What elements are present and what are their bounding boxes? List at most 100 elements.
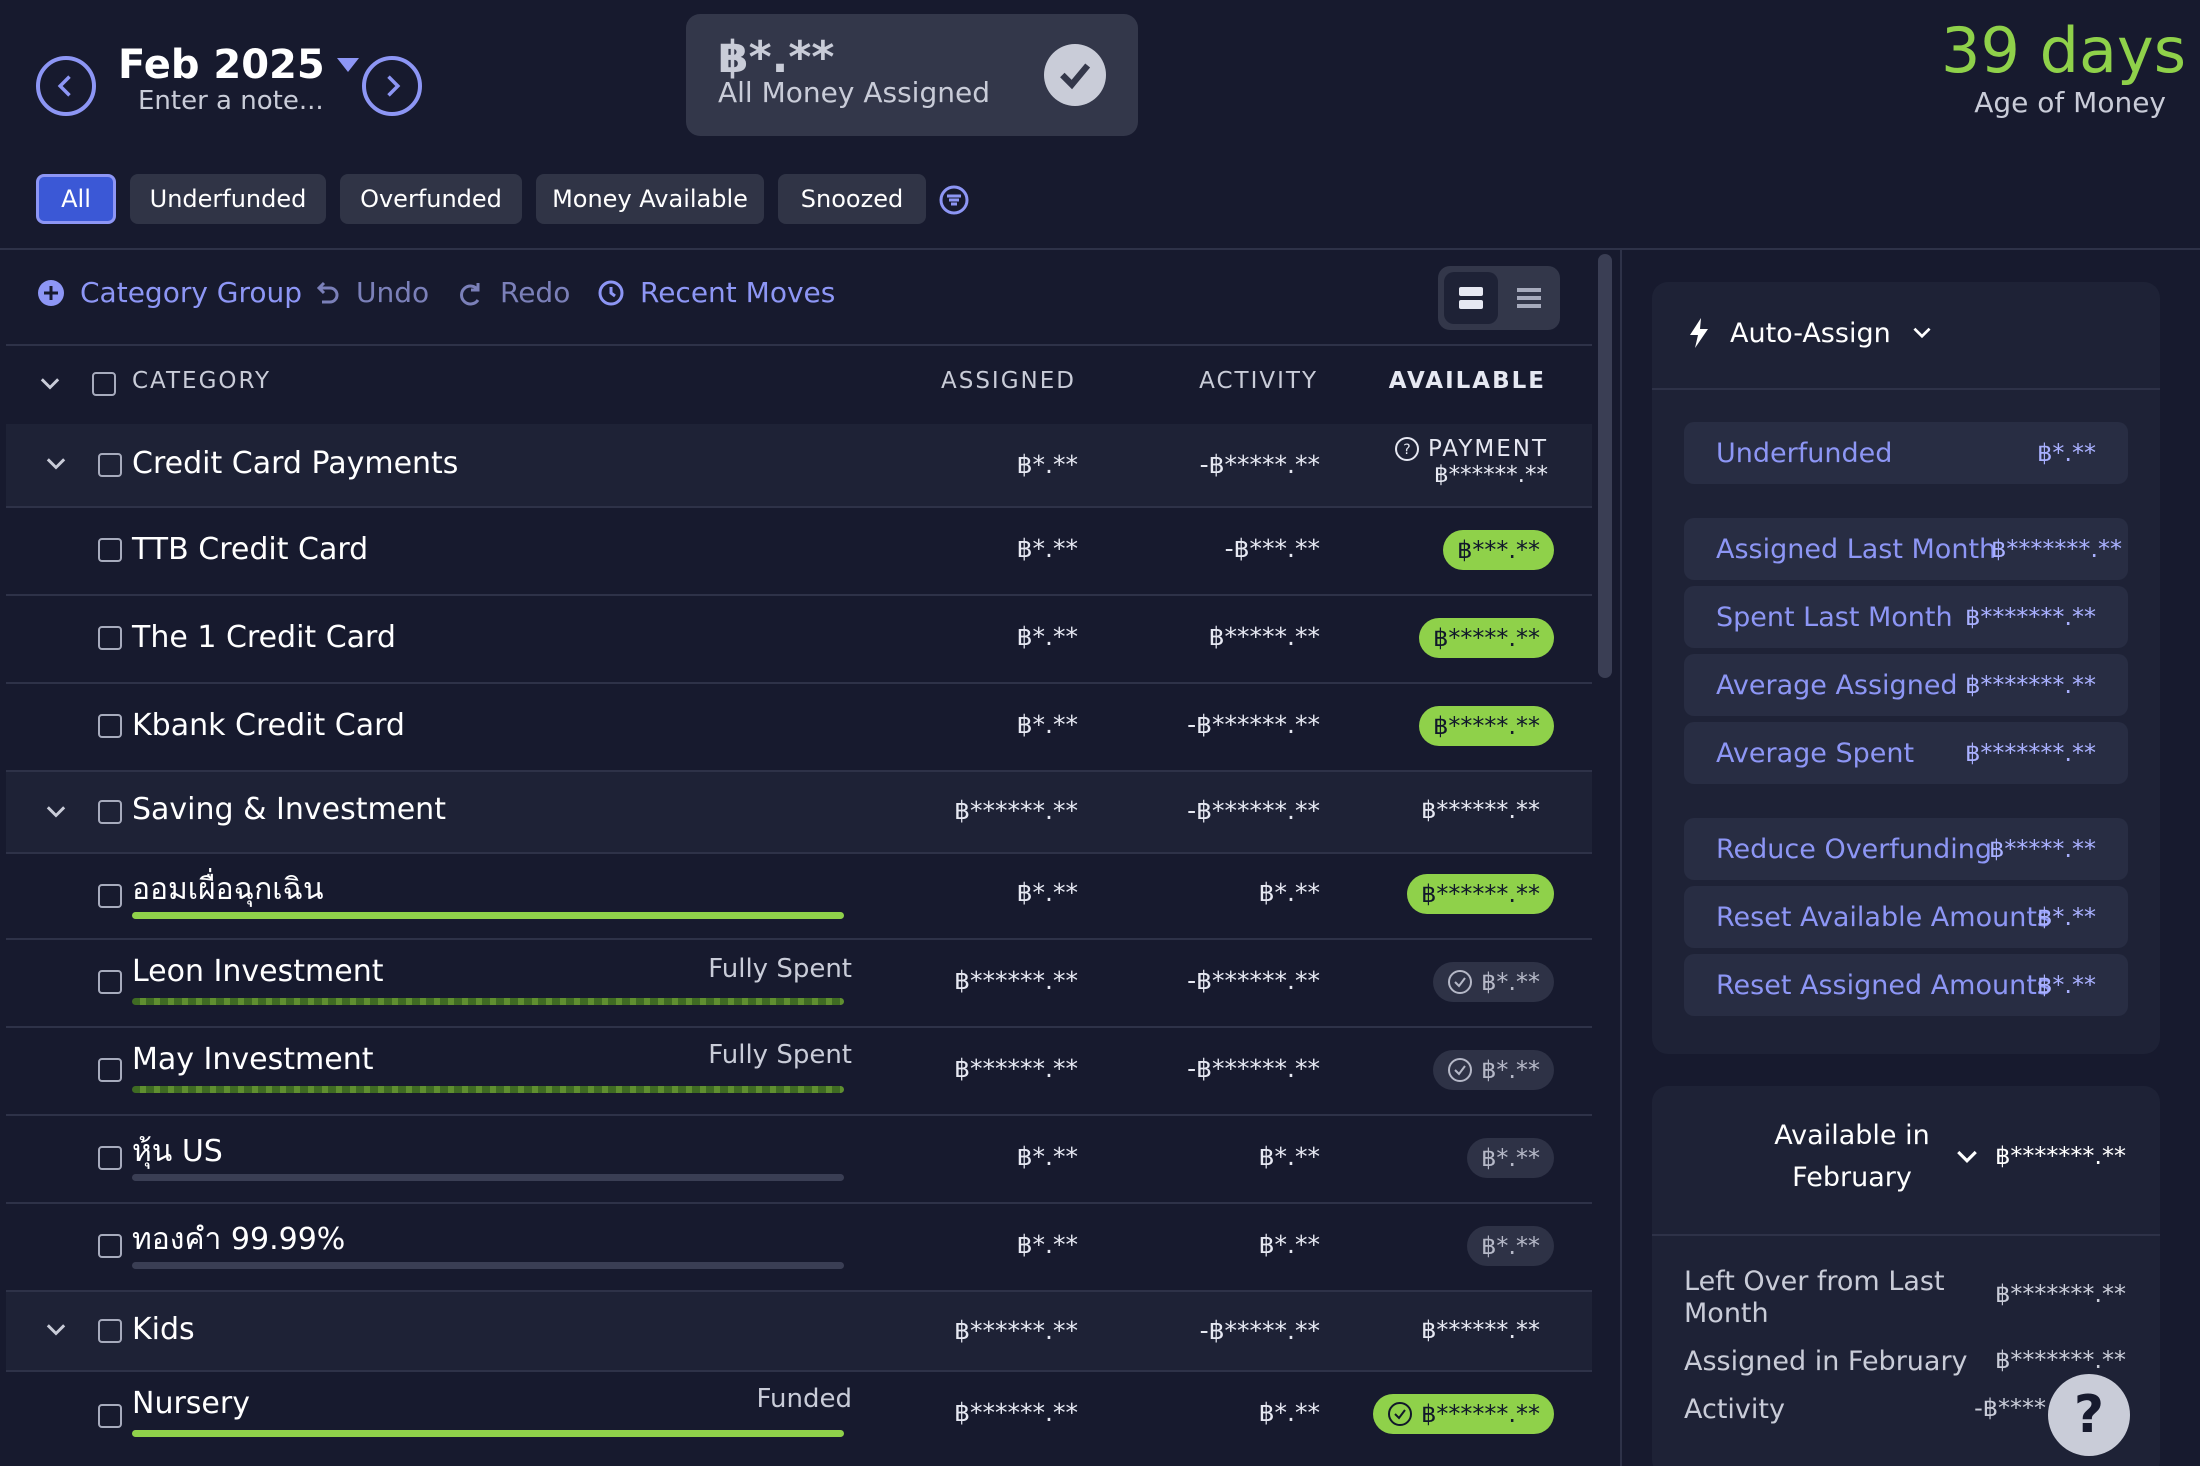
row-checkbox[interactable] xyxy=(98,453,122,477)
category-group-kids[interactable]: Kids ฿******.** -฿*****.** ฿******.** xyxy=(6,1292,1592,1370)
available-badge[interactable]: ฿******.** xyxy=(1373,1394,1554,1434)
assigned-value[interactable]: ฿*.** xyxy=(1016,534,1078,563)
available-badge[interactable]: ฿*.** xyxy=(1467,1226,1554,1266)
category-row-ttb-credit-card[interactable]: TTB Credit Card ฿*.** -฿***.** ฿***.** xyxy=(6,508,1592,594)
assigned-value[interactable]: ฿*.** xyxy=(1016,1142,1078,1171)
category-row-gold[interactable]: ทองคำ 99.99% ฿*.** ฿*.** ฿*.** xyxy=(6,1204,1592,1290)
assigned-value[interactable]: ฿*.** xyxy=(1016,710,1078,739)
month-selector[interactable]: Feb 2025 xyxy=(118,42,361,88)
payment-label: PAYMENT xyxy=(1427,436,1548,462)
category-name: ทองคำ 99.99% xyxy=(132,1222,346,1257)
category-row-may-investment[interactable]: May Investment Fully Spent ฿******.** -฿… xyxy=(6,1028,1592,1114)
assigned-value[interactable]: ฿******.** xyxy=(954,1054,1078,1083)
row-checkbox[interactable] xyxy=(98,970,122,994)
average-assigned-button[interactable]: Average Assigned ฿*******.** xyxy=(1684,654,2128,716)
previous-month-button[interactable] xyxy=(36,56,96,116)
underfunded-label: Underfunded xyxy=(1716,437,1893,469)
underfunded-button[interactable]: Underfunded ฿*.** xyxy=(1684,422,2128,484)
chevron-down-icon xyxy=(1913,327,1931,339)
category-row-leon-investment[interactable]: Leon Investment Fully Spent ฿******.** -… xyxy=(6,940,1592,1026)
category-row-the-1-credit-card[interactable]: The 1 Credit Card ฿*.** ฿*****.** ฿*****… xyxy=(6,596,1592,682)
assigned-value[interactable]: ฿*.** xyxy=(1016,1230,1078,1259)
age-of-money-days: 39 days xyxy=(1941,14,2186,87)
filter-all[interactable]: All xyxy=(36,174,116,224)
available-value[interactable]: ฿******.** xyxy=(1421,1316,1540,1344)
category-row-emergency-fund[interactable]: ออมเผื่อฉุกเฉิน ฿*.** ฿*.** ฿******.** xyxy=(6,854,1592,938)
average-spent-button[interactable]: Average Spent ฿*******.** xyxy=(1684,722,2128,784)
available-value: ฿******.** xyxy=(1421,1400,1540,1428)
funding-progress-bar xyxy=(132,912,844,919)
category-row-us-stocks[interactable]: หุ้น US ฿*.** ฿*.** ฿*.** xyxy=(6,1116,1592,1202)
collapse-all-icon[interactable] xyxy=(36,370,64,398)
select-all-checkbox[interactable] xyxy=(92,372,116,396)
reset-available-amounts-button[interactable]: Reset Available Amounts ฿*.** xyxy=(1684,886,2128,948)
assigned-value[interactable]: ฿******.** xyxy=(954,796,1078,825)
row-checkbox[interactable] xyxy=(98,1146,122,1170)
assigned-value[interactable]: ฿******.** xyxy=(954,966,1078,995)
available-value[interactable]: ฿******.** xyxy=(1421,796,1540,824)
category-row-nursery[interactable]: Nursery Funded ฿******.** ฿*.** ฿******.… xyxy=(6,1372,1592,1466)
activity-value: -฿***.** xyxy=(1224,534,1320,563)
activity-value: -฿******.** xyxy=(1187,1054,1320,1083)
assigned-value[interactable]: ฿*.** xyxy=(1016,450,1078,479)
recent-moves-button[interactable]: Recent Moves xyxy=(596,276,835,309)
available-in-month-toggle[interactable]: Available in February ฿*******.** xyxy=(1652,1118,2160,1198)
undo-button[interactable]: Undo xyxy=(312,276,429,309)
category-group-credit-card-payments[interactable]: Credit Card Payments ฿*.** -฿*****.** ? … xyxy=(6,424,1592,506)
filter-snoozed[interactable]: Snoozed xyxy=(778,174,926,224)
row-checkbox[interactable] xyxy=(98,538,122,562)
column-header-assigned: ASSIGNED xyxy=(941,368,1076,394)
chevron-down-icon[interactable] xyxy=(42,450,70,478)
category-row-kbank-credit-card[interactable]: Kbank Credit Card ฿*.** -฿******.** ฿***… xyxy=(6,684,1592,770)
activity-value: -฿*****.** xyxy=(1199,450,1320,479)
reset-assigned-amounts-button[interactable]: Reset Assigned Amounts ฿*.** xyxy=(1684,954,2128,1016)
assigned-value[interactable]: ฿******.** xyxy=(954,1398,1078,1427)
add-category-group-button[interactable]: Category Group xyxy=(36,276,302,309)
available-badge[interactable]: ฿*****.** xyxy=(1419,618,1554,658)
activity-summary-value: -฿**** xyxy=(1974,1394,2046,1422)
spent-last-month-button[interactable]: Spent Last Month ฿*******.** xyxy=(1684,586,2128,648)
assigned-value[interactable]: ฿******.** xyxy=(954,1316,1078,1345)
assigned-value[interactable]: ฿*.** xyxy=(1016,878,1078,907)
row-checkbox[interactable] xyxy=(98,1404,122,1428)
available-badge[interactable]: ฿***.** xyxy=(1443,530,1554,570)
filter-overfunded[interactable]: Overfunded xyxy=(340,174,522,224)
chevron-down-icon[interactable] xyxy=(42,1316,70,1344)
row-checkbox[interactable] xyxy=(98,626,122,650)
assigned-in-february-value: ฿*******.** xyxy=(1995,1346,2126,1374)
assigned-last-month-button[interactable]: Assigned Last Month ฿*******.** xyxy=(1684,518,2128,580)
payment-value: ฿******.** xyxy=(1434,462,1548,488)
row-checkbox[interactable] xyxy=(98,1234,122,1258)
row-checkbox[interactable] xyxy=(98,1319,122,1343)
filter-underfunded[interactable]: Underfunded xyxy=(130,174,326,224)
auto-assign-button[interactable]: Auto-Assign xyxy=(1686,316,1935,350)
category-group-saving-investment[interactable]: Saving & Investment ฿******.** -฿******.… xyxy=(6,772,1592,852)
row-checkbox[interactable] xyxy=(98,884,122,908)
age-of-money-label: Age of Money xyxy=(1974,86,2166,119)
reduce-overfunding-button[interactable]: Reduce Overfunding ฿*****.** xyxy=(1684,818,2128,880)
help-icon: ? xyxy=(2073,1385,2105,1445)
available-badge[interactable]: ฿******.** xyxy=(1407,874,1554,914)
filter-settings-icon[interactable] xyxy=(938,184,970,220)
header-divider xyxy=(0,248,2200,250)
row-checkbox[interactable] xyxy=(98,800,122,824)
available-badge[interactable]: ฿*.** xyxy=(1433,962,1554,1002)
redo-button[interactable]: Redo xyxy=(456,276,570,309)
inspector-divider xyxy=(1620,250,1622,1466)
budget-scrollbar[interactable] xyxy=(1598,254,1612,678)
available-badge[interactable]: ฿*.** xyxy=(1467,1138,1554,1178)
compact-view-button[interactable] xyxy=(1504,272,1554,324)
available-badge[interactable]: ฿*.** xyxy=(1433,1050,1554,1090)
help-button[interactable]: ? xyxy=(2048,1374,2130,1456)
assigned-value[interactable]: ฿*.** xyxy=(1016,622,1078,651)
svg-text:?: ? xyxy=(1403,442,1410,458)
row-checkbox[interactable] xyxy=(98,1058,122,1082)
chevron-down-icon[interactable] xyxy=(42,798,70,826)
next-month-button[interactable] xyxy=(362,56,422,116)
month-note-input[interactable]: Enter a note... xyxy=(138,86,324,116)
available-badge[interactable]: ฿*****.** xyxy=(1419,706,1554,746)
filter-money-available[interactable]: Money Available xyxy=(536,174,764,224)
row-checkbox[interactable] xyxy=(98,714,122,738)
check-circle-icon xyxy=(1448,1058,1473,1082)
expanded-view-button[interactable] xyxy=(1444,272,1498,324)
